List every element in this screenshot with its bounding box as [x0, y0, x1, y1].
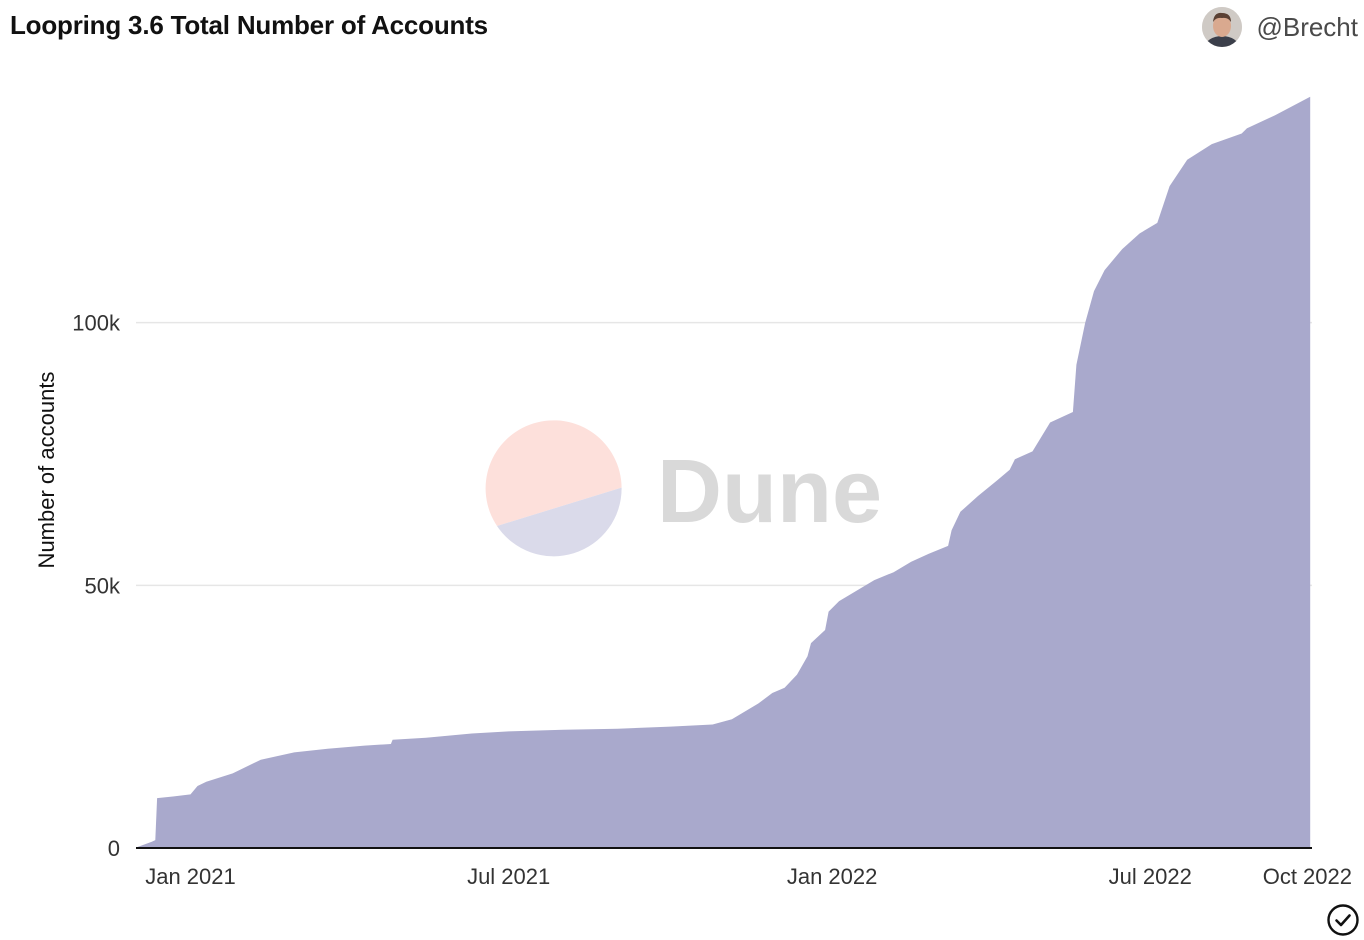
- x-tick-label: Jan 2022: [787, 864, 878, 889]
- chart-title: Loopring 3.6 Total Number of Accounts: [10, 10, 488, 40]
- dune-logo-bottom-half: [497, 487, 622, 557]
- author-badge[interactable]: @Brecht: [1202, 7, 1358, 47]
- x-tick-label: Jul 2022: [1109, 864, 1192, 889]
- avatar[interactable]: [1202, 7, 1243, 47]
- area-fill: [137, 96, 1311, 849]
- y-tick-label: 50k: [85, 573, 121, 598]
- dune-watermark-text: Dune: [657, 442, 882, 542]
- author-name[interactable]: @Brecht: [1256, 11, 1358, 42]
- y-tick-label: 0: [108, 836, 120, 861]
- x-tick-label: Jan 2021: [145, 864, 236, 889]
- axes: 0 50k 100k Jan 2021 Jul 2021 Jan 2022 Jul 2022…: [72, 311, 1352, 889]
- dune-watermark: Dune: [485, 420, 882, 557]
- area-series: [137, 96, 1311, 849]
- dune-logo-top-half: [485, 420, 622, 526]
- x-tick-label: Oct 2022: [1263, 864, 1352, 889]
- check-icon[interactable]: [1327, 904, 1359, 936]
- y-axis-label: Number of accounts: [34, 372, 59, 569]
- x-tick-label: Jul 2021: [467, 864, 550, 889]
- y-tick-label: 100k: [72, 311, 121, 336]
- avatar-icon: [1202, 7, 1243, 47]
